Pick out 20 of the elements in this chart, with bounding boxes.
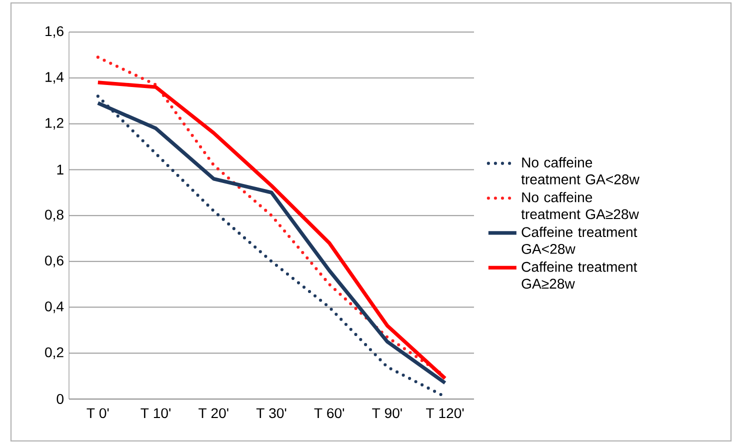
y-tick-label: 1,6 — [46, 26, 64, 38]
y-tick-label: 1 — [57, 164, 64, 174]
y-tick-label: 0,2 — [45, 347, 64, 359]
legend-label: Caffeine treatment GA≥28w — [522, 262, 638, 289]
legend-label: Caffeine treatment GA<28w — [522, 226, 638, 254]
y-tick-label: 0 — [56, 394, 64, 404]
y-tick-label: 0,4 — [45, 301, 64, 314]
x-tick-label: T 30' — [256, 408, 286, 418]
x-tick-label: T 60' — [314, 408, 344, 418]
x-tick-label: T 20' — [198, 408, 228, 418]
y-tick-label: 0,6 — [45, 256, 64, 268]
y-tick-label: 0,8 — [45, 210, 64, 222]
x-tick-label: T 90' — [372, 408, 402, 418]
x-tick-label: T 120' — [426, 408, 464, 418]
x-tick-label: T 0' — [86, 408, 109, 418]
legend-label: No caffeine treatment GA<28w — [521, 157, 640, 184]
y-tick-label: 1,2 — [46, 118, 64, 130]
x-tick-label: T 10' — [140, 408, 170, 418]
y-tick-label: 1,4 — [46, 72, 64, 84]
legend-label: No caffeine treatment GA≥28w — [521, 192, 639, 220]
